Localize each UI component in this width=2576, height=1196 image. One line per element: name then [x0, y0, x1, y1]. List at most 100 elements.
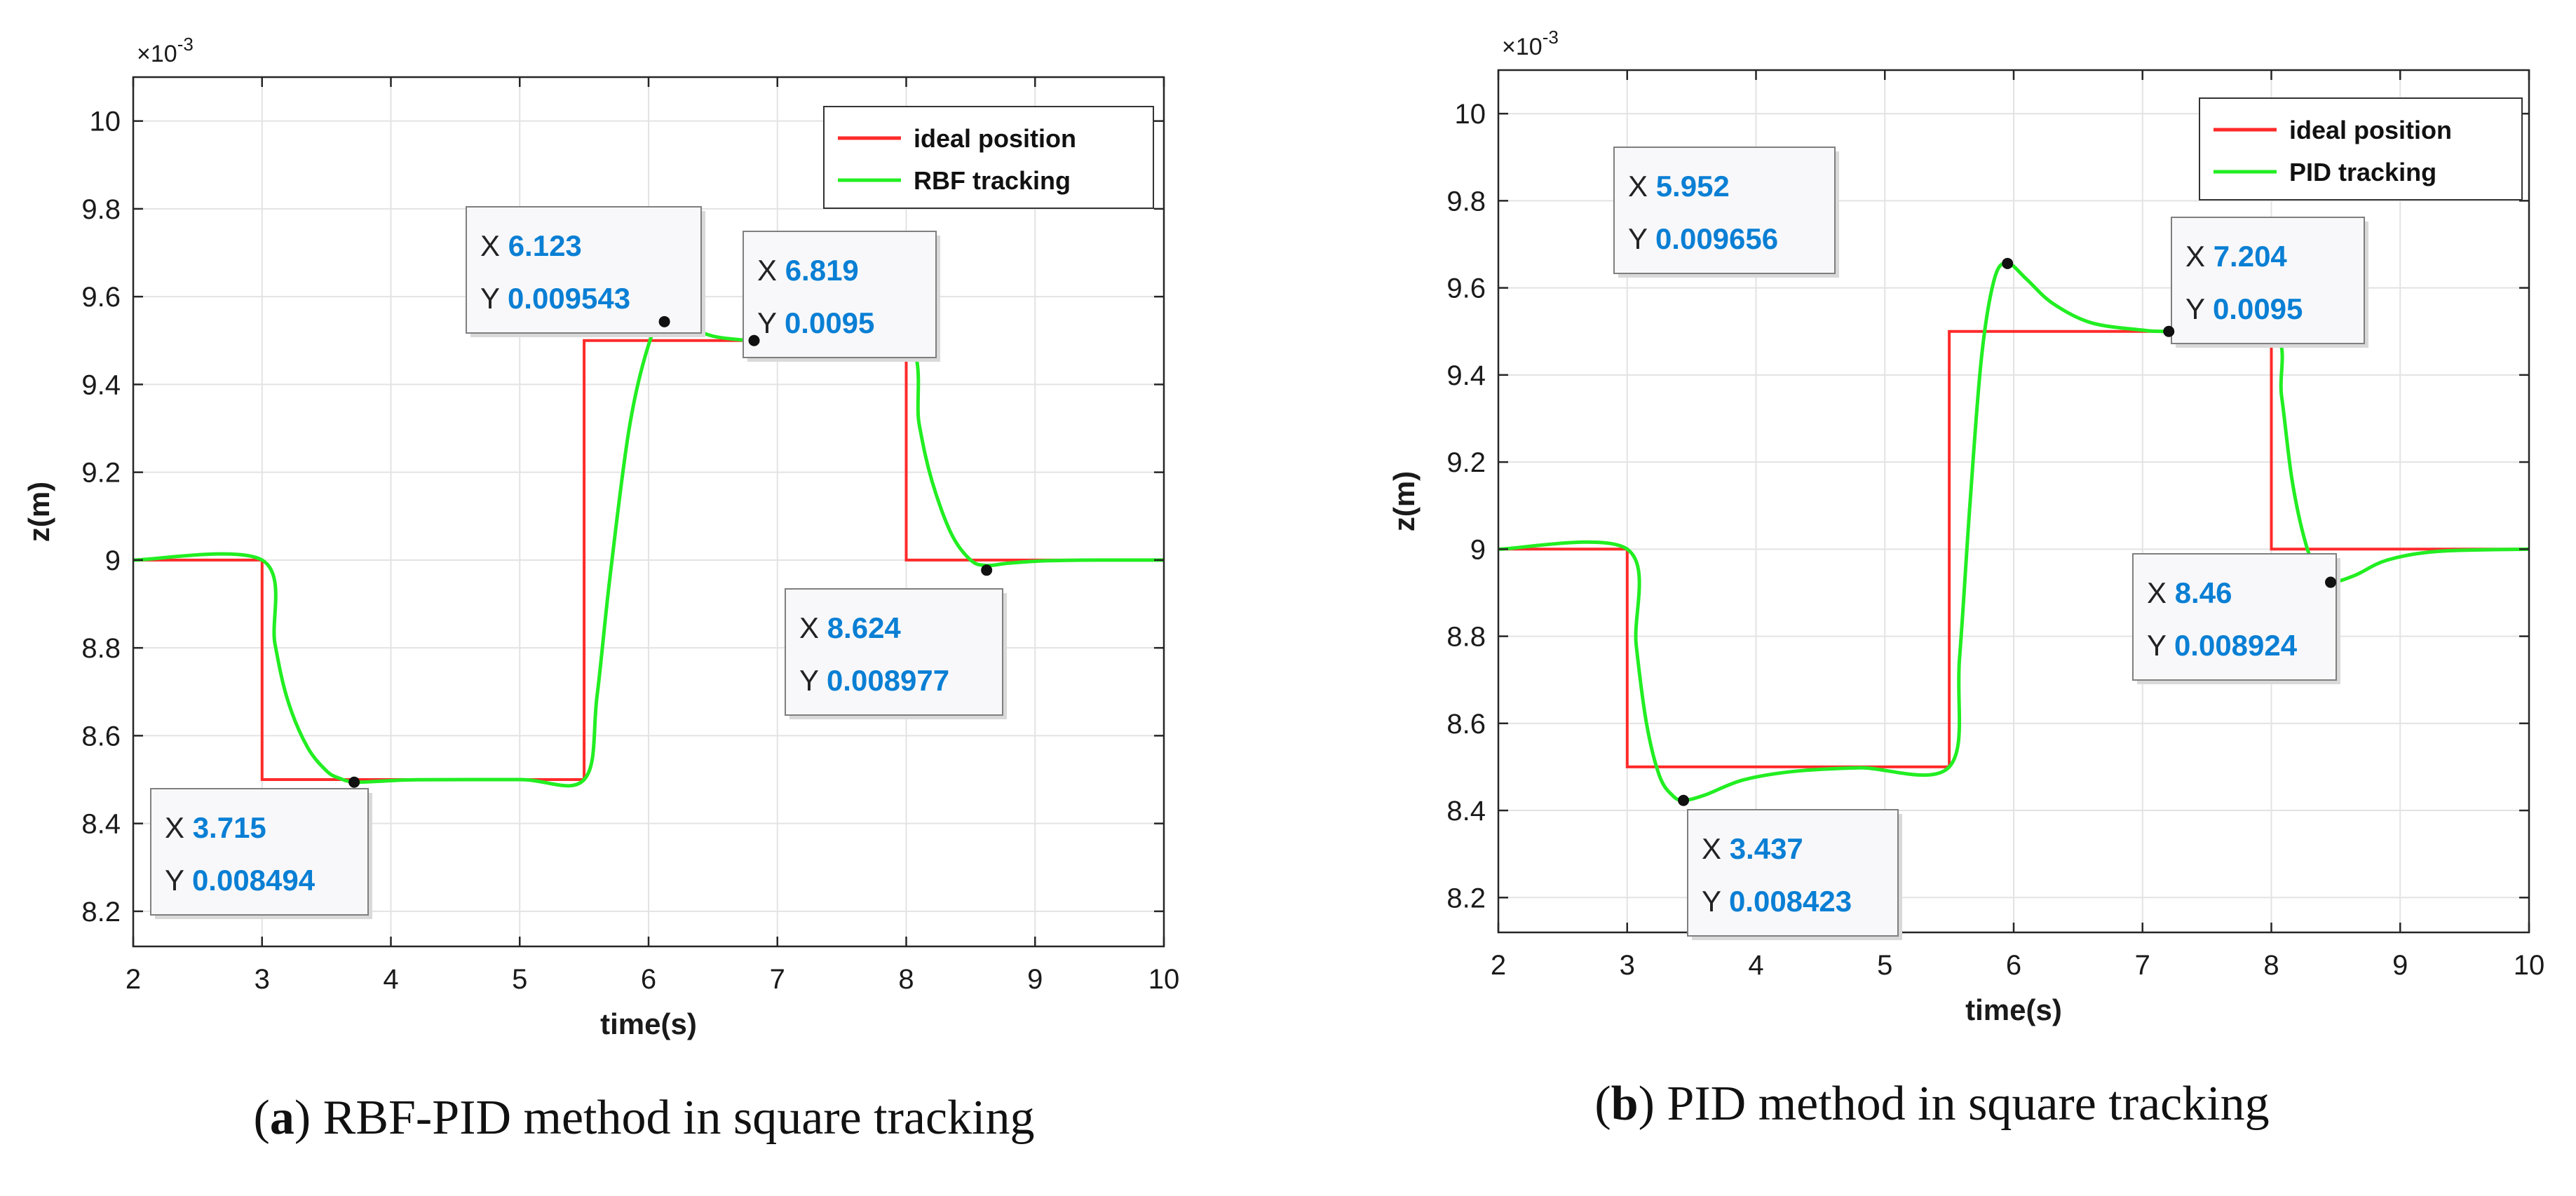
series-line-ideal-position	[133, 339, 1164, 781]
datatip-y-row: Y 0.008977	[799, 664, 949, 697]
datatip-marker	[658, 315, 670, 327]
datatip-y-value: 0.008977	[827, 664, 949, 697]
x-tick-label: 7	[770, 964, 785, 995]
y-tick-label: 9	[1470, 534, 1486, 565]
x-tick-label: 6	[641, 964, 656, 995]
datatip-y-value: 0.009656	[1655, 222, 1778, 255]
datatip-box	[2132, 553, 2337, 681]
datatip-y-label: Y	[757, 306, 785, 339]
y-exponent-base: ×10	[137, 41, 177, 67]
x-tick-label: 3	[255, 964, 270, 995]
datatip-x-row: X 6.123	[480, 229, 582, 262]
y-tick-label: 8.6	[81, 721, 121, 752]
y-axis-label: z(m)	[1388, 471, 1421, 531]
series-line-ideal-position	[1498, 329, 2529, 768]
datatip-x-value: 6.123	[508, 229, 582, 262]
chart-pid: 2 3 4 5 6 7 8 9 10 8.2 8.4 8.6 8.8 9 9.2 9.4 9.6 9.8 10 ×10…	[1388, 27, 2544, 1026]
caption-a-letter: a	[269, 1091, 294, 1145]
panel-a: 2 3 4 5 6 7 8 9 10 8.2 8.4 8.6 8.8 9 9.2 9.4 9.6 9.8 10 ×10…	[22, 34, 1180, 1145]
x-tick-label: 5	[1877, 950, 1892, 981]
chart-rbf-pid: 2 3 4 5 6 7 8 9 10 8.2 8.4 8.6 8.8 9 9.2 9.4 9.6 9.8 10 ×10…	[22, 34, 1180, 1040]
datatip-x-row: X 6.819	[757, 254, 859, 287]
datatip-x-label: X	[2185, 240, 2214, 273]
x-tick-label: 7	[2135, 950, 2150, 981]
datatip-x-value: 3.715	[193, 811, 266, 844]
x-axis-label: time(s)	[1965, 993, 2062, 1026]
datatip-x-value: 5.952	[1656, 170, 1730, 203]
panel-b: 2 3 4 5 6 7 8 9 10 8.2 8.4 8.6 8.8 9 9.2 9.4 9.6 9.8 10 ×10…	[1288, 0, 2576, 1196]
x-tick-label: 4	[383, 964, 398, 995]
datatip-box	[1687, 809, 1899, 937]
y-tick-label: 10	[90, 107, 121, 137]
y-tick-label: 8.6	[1446, 709, 1486, 740]
x-tick-label: 3	[1620, 950, 1635, 981]
datatip-y-value: 0.008924	[2174, 629, 2298, 662]
datatip: X 3.715 Y 0.008494	[150, 776, 372, 919]
datatip-x-label: X	[1702, 832, 1730, 865]
datatip-marker	[748, 334, 760, 346]
datatip-box	[2171, 217, 2365, 344]
y-tick-label: 10	[1455, 99, 1486, 130]
legend-box	[2199, 97, 2523, 201]
datatip-x-row: X 3.715	[165, 811, 266, 844]
datatip-x-row: X 8.624	[799, 611, 901, 644]
datatip-marker	[348, 776, 360, 788]
datatip-box	[743, 231, 937, 358]
y-tick-label: 8.2	[1446, 883, 1486, 913]
datatip-x-value: 7.204	[2214, 240, 2288, 273]
datatip-y-label: Y	[480, 282, 508, 315]
datatip-box	[466, 206, 702, 334]
datatip-x-value: 8.46	[2175, 576, 2232, 609]
y-tick-label: 8.2	[81, 897, 121, 927]
y-axis: 8.2 8.4 8.6 8.8 9 9.2 9.4 9.6 9.8 10	[81, 107, 1164, 927]
y-tick-label: 8.4	[81, 809, 121, 840]
datatip-x-row: X 7.204	[2185, 240, 2287, 273]
datatip-x-label: X	[1628, 170, 1656, 203]
y-axis: 8.2 8.4 8.6 8.8 9 9.2 9.4 9.6 9.8 10	[1446, 99, 2529, 913]
datatip: X 5.952 Y 0.009656	[1613, 147, 2014, 278]
datatip-x-label: X	[799, 611, 827, 644]
datatip-y-row: Y 0.008494	[165, 864, 316, 897]
datatip-y-value: 0.0095	[2213, 292, 2303, 325]
datatip: X 6.123 Y 0.009543	[466, 206, 705, 337]
datatip-y-row: Y 0.009656	[1628, 222, 1778, 255]
legend-entry: PID tracking	[2289, 158, 2436, 186]
series-line-tracking	[1498, 261, 2530, 803]
datatip-y-row: Y 0.008924	[2147, 629, 2298, 662]
datatip-x-label: X	[2147, 576, 2175, 609]
y-tick-label: 9.4	[81, 369, 121, 400]
y-tick-label: 9	[105, 545, 121, 576]
y-axis-label: z(m)	[22, 482, 55, 542]
y-exponent-power: -3	[177, 34, 194, 55]
datatip-y-row: Y 0.008423	[1702, 885, 1852, 918]
y-tick-label: 9.8	[1446, 186, 1486, 217]
datatip-y-row: Y 0.0095	[757, 306, 874, 339]
datatip: X 6.819 Y 0.0095	[743, 231, 940, 362]
x-tick-label: 2	[126, 964, 141, 995]
x-tick-label: 6	[2006, 950, 2021, 981]
datatip-y-value: 0.008423	[1729, 885, 1852, 918]
datatip-y-row: Y 0.009543	[480, 282, 630, 315]
datatip-x-label: X	[480, 229, 508, 262]
datatip-y-label: Y	[1702, 885, 1729, 918]
caption-a-text: RBF-PID method in square tracking	[311, 1091, 1035, 1145]
legend: ideal position RBF tracking	[823, 106, 1154, 209]
legend-entry: ideal position	[2289, 116, 2452, 144]
y-exponent-base: ×10	[1502, 34, 1543, 60]
legend-entry: RBF tracking	[914, 166, 1071, 195]
x-tick-label: 4	[1748, 950, 1763, 981]
datatip-box	[1613, 147, 1836, 274]
datatip-x-value: 8.624	[827, 611, 902, 644]
datatip-y-label: Y	[165, 864, 192, 897]
y-exponent-power: -3	[1543, 27, 1559, 48]
datatip-x-value: 3.437	[1730, 832, 1803, 865]
x-tick-label: 10	[1148, 964, 1180, 995]
x-axis-label: time(s)	[600, 1007, 697, 1040]
x-tick-label: 9	[1027, 964, 1043, 995]
datatip-y-label: Y	[799, 664, 827, 697]
legend-entry: ideal position	[914, 124, 1076, 153]
datatip-y-value: 0.0095	[785, 306, 874, 339]
